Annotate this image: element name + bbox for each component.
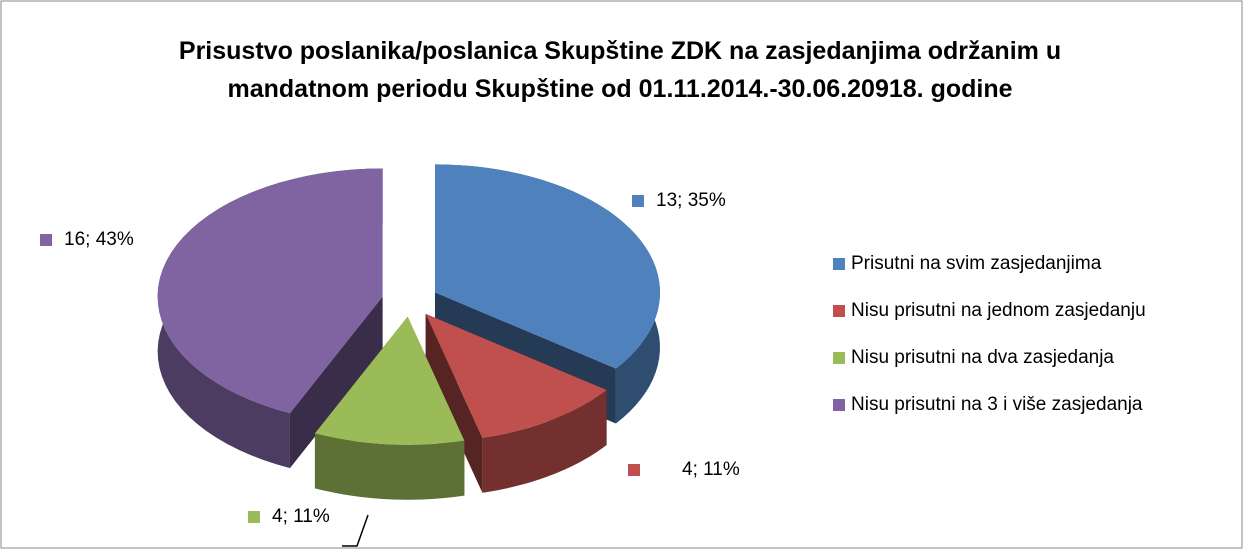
- slice: [314, 316, 465, 445]
- legend-label: Nisu prisutni na 3 i više zasjedanja: [851, 394, 1143, 415]
- slice-wall: [482, 390, 607, 493]
- legend-marker: [833, 352, 845, 364]
- slice-side: [289, 296, 383, 469]
- data-label: 4; 11%: [682, 459, 740, 480]
- data-label: 16; 43%: [64, 229, 134, 250]
- legend-marker: [833, 305, 845, 317]
- data-label: 4; 11%: [272, 506, 330, 527]
- data-label: 13; 35%: [656, 190, 726, 211]
- label-marker: [632, 195, 644, 207]
- chart-title: Prisustvo poslanika/poslanica Skupštine …: [178, 37, 1062, 103]
- label-marker: [248, 511, 260, 523]
- legend-marker: [833, 258, 845, 270]
- slice: [435, 164, 660, 369]
- slice: [425, 313, 607, 438]
- legend-label: Prisutni na svim zasjedanjima: [851, 253, 1102, 274]
- leader-line: [342, 514, 369, 547]
- legend-label: Nisu prisutni na jednom zasjedanju: [851, 300, 1146, 321]
- slice: [157, 168, 383, 414]
- legend-marker: [833, 399, 845, 411]
- legend-label: Nisu prisutni na dva zasjedanja: [851, 347, 1114, 368]
- slice-wall: [314, 433, 465, 500]
- label-marker: [628, 464, 640, 476]
- slice-side: [425, 313, 483, 493]
- label-marker: [40, 234, 52, 246]
